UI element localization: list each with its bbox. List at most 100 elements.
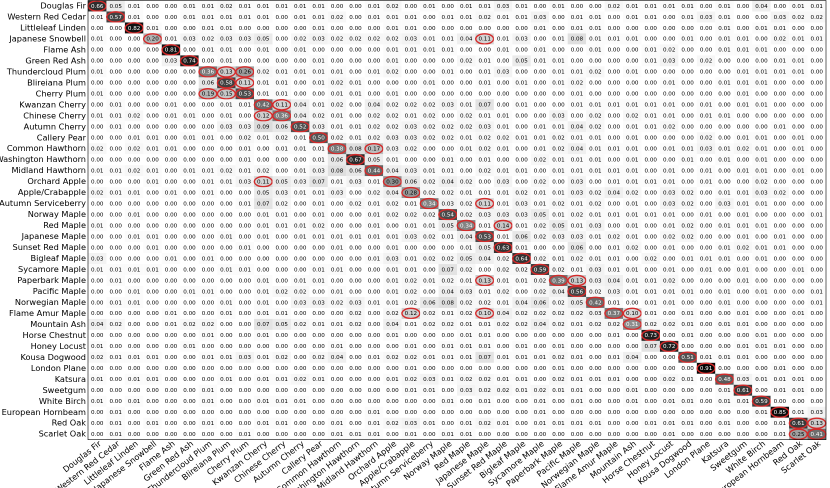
cell-value: 0.02 xyxy=(460,300,472,306)
cell-value: 0.01 xyxy=(589,256,602,262)
cell-value: 0.01 xyxy=(792,136,805,142)
cell xyxy=(586,99,605,111)
cell xyxy=(198,88,218,100)
cell-value: 0.01 xyxy=(552,81,565,87)
cell xyxy=(143,384,162,396)
cell-value: 0.00 xyxy=(183,311,196,317)
cell xyxy=(143,242,162,254)
cell xyxy=(604,362,624,374)
cell-value: 0.01 xyxy=(755,136,768,142)
highlight xyxy=(678,351,698,364)
cell xyxy=(254,154,273,166)
cell-value: 0.06 xyxy=(202,81,215,87)
cell xyxy=(383,22,402,34)
cell xyxy=(678,77,697,89)
cell xyxy=(438,0,457,12)
cell-value: 0.00 xyxy=(165,377,178,383)
cell-value: 0.01 xyxy=(644,300,657,306)
y-tick-label: Douglas Fir xyxy=(40,0,86,10)
cell-value: 0.01 xyxy=(755,245,768,251)
cell xyxy=(623,154,642,166)
cell xyxy=(198,253,218,265)
cell xyxy=(180,428,199,440)
cell-value: 0.00 xyxy=(386,81,399,87)
cell xyxy=(641,121,660,133)
cell-value: 0.01 xyxy=(644,59,657,65)
cell-value: 0.01 xyxy=(109,355,122,361)
cell-value: 0.04 xyxy=(755,4,768,10)
cell-value: 0.00 xyxy=(183,245,196,251)
cell xyxy=(530,176,550,188)
cell-value: 0.01 xyxy=(737,399,750,405)
cell xyxy=(401,264,421,275)
cell-value: 0.00 xyxy=(774,81,787,87)
cell-value: 0.01 xyxy=(589,212,602,218)
cell-value: 0.01 xyxy=(571,223,584,229)
cell xyxy=(770,99,790,111)
cell xyxy=(789,384,808,396)
cell-value: 0.01 xyxy=(663,300,676,306)
cell-value: 0.00 xyxy=(608,26,621,32)
cell-value: 0.00 xyxy=(146,92,159,98)
cell-value: 0.00 xyxy=(681,179,694,185)
cell-value: 0.00 xyxy=(165,278,178,284)
cell xyxy=(789,231,808,243)
cell-value: 0.00 xyxy=(331,366,344,372)
cell-value: 0.02 xyxy=(497,322,509,328)
cell xyxy=(198,33,218,45)
cell xyxy=(143,99,162,111)
cell-value: 0.01 xyxy=(275,147,288,153)
cell xyxy=(88,307,107,319)
cell xyxy=(789,165,808,177)
cell-value: 0.00 xyxy=(368,267,381,273)
cell xyxy=(217,231,236,243)
cell-value: 0.00 xyxy=(681,267,694,273)
cell-value: 0.01 xyxy=(183,136,196,142)
cell xyxy=(346,110,365,122)
cell-value: 0.02 xyxy=(331,103,343,109)
cell xyxy=(124,285,144,297)
cell-value: 0.02 xyxy=(571,311,583,317)
cell xyxy=(641,231,660,243)
cell-value: 0.00 xyxy=(146,81,159,87)
cell-value: 0.00 xyxy=(91,289,104,295)
cell-value: 0.00 xyxy=(663,158,676,164)
cell-value: 0.00 xyxy=(700,289,713,295)
cell xyxy=(254,318,273,330)
cell xyxy=(124,242,144,254)
cell-value: 0.00 xyxy=(368,333,381,339)
cell-value: 0.01 xyxy=(478,59,491,65)
cell xyxy=(272,417,291,429)
cell xyxy=(124,318,144,330)
cell-value: 0.00 xyxy=(183,399,196,405)
cell-value: 0.03 xyxy=(663,190,676,196)
cell xyxy=(457,99,476,111)
cell-value: 0.03 xyxy=(220,37,233,43)
cell-value: 0.01 xyxy=(608,212,621,218)
cell-value: 0.06 xyxy=(405,179,418,185)
cell xyxy=(733,143,753,155)
cell-value: 0.00 xyxy=(811,377,824,383)
cell-value: 0.00 xyxy=(718,432,731,438)
cell-value: 0.00 xyxy=(165,267,178,273)
cell xyxy=(327,187,347,199)
cell-value: 0.00 xyxy=(442,421,455,427)
cell-value: 0.00 xyxy=(608,432,621,438)
cell xyxy=(254,198,273,210)
cell xyxy=(217,406,236,418)
cell-value: 0.03 xyxy=(478,212,491,218)
cell xyxy=(272,132,291,144)
highlight xyxy=(364,142,384,155)
cell-value: 0.01 xyxy=(202,4,215,10)
cell xyxy=(327,351,347,363)
cell xyxy=(604,0,624,12)
cell xyxy=(549,264,568,275)
cell xyxy=(789,307,808,319)
y-tick-label: Littleleaf Linden xyxy=(20,22,86,32)
cell xyxy=(88,209,107,221)
cell xyxy=(106,77,125,89)
cell xyxy=(254,307,273,319)
cell-value: 0.01 xyxy=(608,245,621,251)
cell-value: 0.51 xyxy=(681,355,694,361)
cell xyxy=(327,395,347,407)
